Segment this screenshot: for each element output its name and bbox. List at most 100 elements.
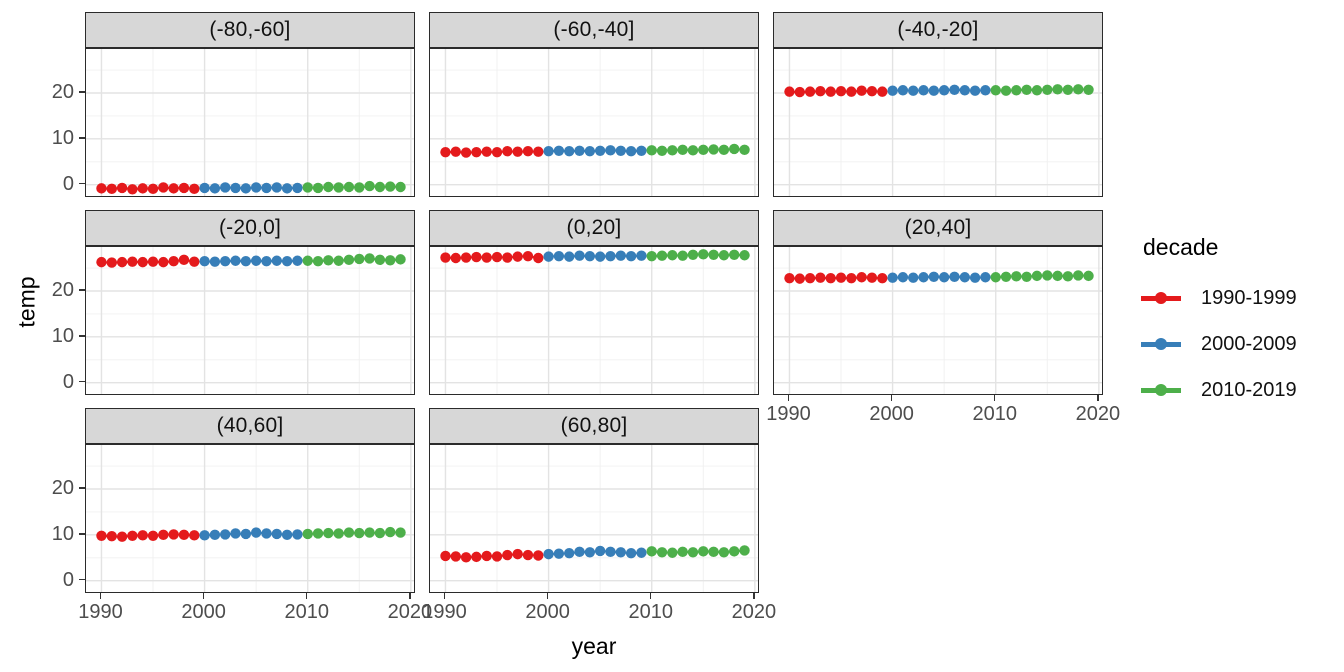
data-point: [574, 250, 585, 261]
data-point: [718, 144, 730, 156]
data-point: [646, 145, 657, 156]
x-axis-tick-mark: [99, 593, 102, 599]
data-point: [481, 252, 492, 263]
y-tick-label: 0: [62, 568, 74, 591]
data-point: [584, 547, 596, 558]
data-point: [564, 146, 575, 157]
data-point: [395, 254, 406, 265]
data-point: [698, 144, 709, 156]
data-point: [625, 146, 637, 157]
x-tick-label: 2000: [181, 601, 226, 623]
facet-panel: [85, 246, 415, 395]
y-tick-label: 10: [51, 126, 74, 149]
data-point: [636, 250, 647, 261]
data-point: [364, 180, 375, 192]
data-point: [323, 527, 334, 539]
data-point: [271, 528, 282, 540]
data-point: [440, 550, 451, 562]
data-point: [1062, 84, 1074, 96]
x-tick-label: 2000: [525, 601, 570, 623]
data-point: [522, 250, 534, 262]
y-tick-label: 10: [51, 324, 74, 347]
data-point: [460, 147, 472, 158]
data-point: [450, 252, 461, 264]
data-point: [168, 183, 179, 194]
data-point: [543, 146, 554, 157]
data-point: [137, 530, 148, 541]
x-axis-tick-mark: [1097, 395, 1099, 401]
data-point: [1052, 84, 1063, 95]
data-point: [491, 146, 503, 158]
facet-header: (-20,0]: [85, 210, 415, 246]
data-point: [815, 272, 826, 283]
data-point: [866, 85, 878, 97]
x-axis-tick-mark: [202, 593, 205, 599]
x-tick-label: 1990: [766, 403, 811, 425]
data-point: [374, 254, 386, 266]
data-point: [147, 256, 159, 267]
data-point: [729, 249, 740, 260]
data-point: [990, 85, 1001, 96]
data-point: [564, 547, 575, 559]
data-point: [364, 527, 375, 538]
data-point: [677, 144, 688, 156]
data-point: [739, 545, 750, 556]
data-point: [908, 85, 919, 96]
data-point: [1000, 85, 1012, 96]
data-point: [897, 272, 909, 283]
data-point: [625, 547, 637, 559]
x-axis-title: year: [571, 633, 617, 659]
data-point: [656, 250, 668, 261]
data-point: [354, 527, 365, 539]
y-tick-label: 20: [51, 279, 74, 301]
data-point: [343, 181, 355, 193]
data-point: [533, 146, 544, 157]
data-point: [825, 86, 836, 97]
data-point: [1083, 84, 1094, 96]
data-point: [395, 527, 406, 538]
data-point: [199, 256, 210, 267]
data-point: [450, 146, 461, 157]
data-point: [564, 251, 575, 262]
data-point: [718, 250, 730, 261]
data-point: [969, 272, 981, 283]
data-point: [1031, 85, 1043, 96]
data-point: [168, 256, 179, 267]
y-axis-tick-mark: [79, 335, 85, 337]
x-tick-label: 2010: [628, 601, 673, 623]
y-axis-tick-mark: [79, 137, 85, 139]
data-point: [250, 255, 262, 266]
data-point: [784, 86, 795, 97]
x-axis-tick-mark: [890, 395, 893, 401]
data-point: [471, 551, 482, 563]
data-point: [385, 526, 396, 538]
data-point: [718, 547, 730, 558]
data-point: [835, 272, 847, 283]
data-point: [553, 250, 565, 262]
y-axis-tick-mark: [79, 289, 85, 291]
data-point: [96, 183, 107, 194]
data-point: [333, 255, 344, 266]
data-point: [271, 255, 282, 266]
data-point: [302, 182, 313, 193]
data-point: [574, 546, 585, 558]
data-point: [460, 252, 472, 263]
data-point: [646, 250, 657, 262]
data-point: [343, 254, 355, 266]
x-tick-label: 2000: [869, 403, 914, 425]
data-point: [543, 251, 554, 262]
data-point: [481, 550, 492, 562]
data-point: [230, 182, 241, 194]
data-point: [491, 551, 503, 562]
data-point: [667, 250, 678, 261]
y-axis-tick-mark: [79, 91, 85, 93]
data-point: [1073, 270, 1084, 281]
legend-title: decade: [1143, 234, 1219, 260]
data-point: [959, 272, 970, 283]
data-point: [656, 145, 668, 156]
data-point: [333, 182, 344, 193]
data-point: [491, 251, 503, 263]
data-point: [261, 182, 272, 194]
data-point: [189, 256, 200, 267]
y-tick-label: 0: [62, 370, 74, 393]
